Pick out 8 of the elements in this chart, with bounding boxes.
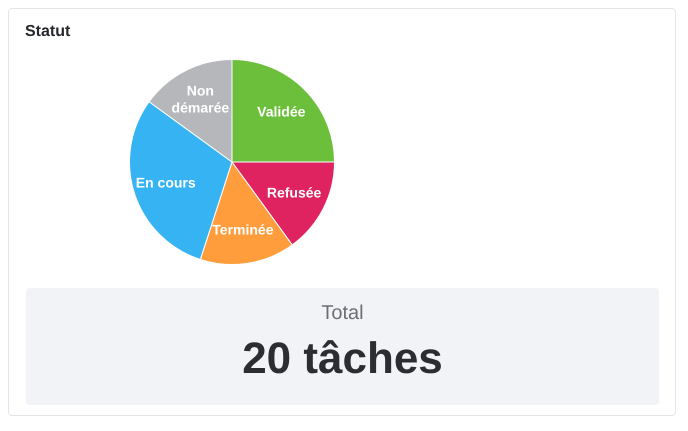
slice-label: Validée [257, 104, 306, 120]
text: 20 tâches [242, 334, 443, 383]
slice-label: Non démarée [172, 82, 230, 116]
chart-title: Statut [25, 23, 70, 41]
slice-label: Terminée [212, 222, 274, 238]
slice-label: Refusée [266, 184, 322, 201]
slice-label: En cours [136, 174, 196, 190]
text: Total [321, 302, 364, 324]
